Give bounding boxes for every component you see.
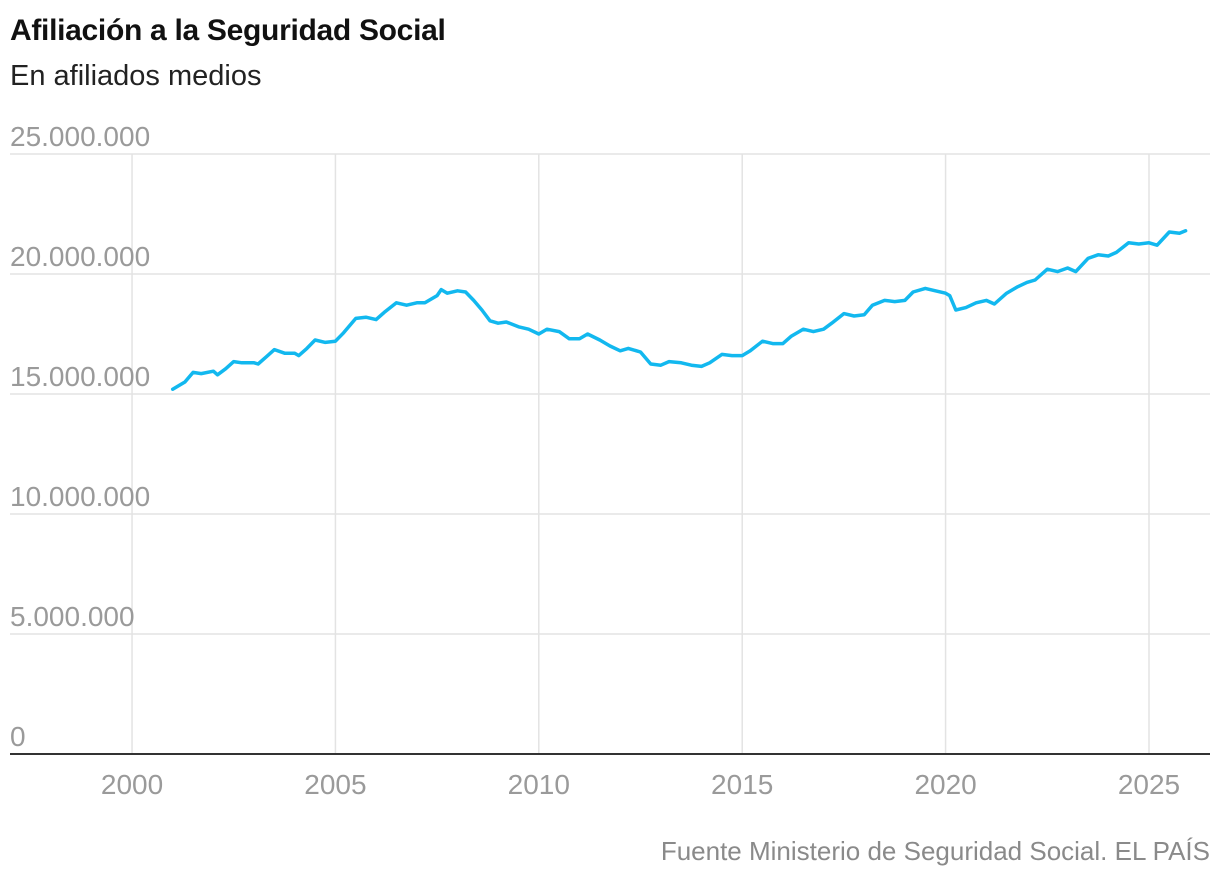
x-tick-label-2025: 2025 (1118, 769, 1180, 800)
x-tick-label-2015: 2015 (711, 769, 773, 800)
x-tick-label-2000: 2000 (101, 769, 163, 800)
series-line-afiliados (170, 229, 1188, 391)
chart-subtitle: En afiliados medios (10, 60, 262, 92)
y-tick-label-25.000.000: 25.000.000 (10, 121, 150, 152)
y-axis-tick-labels: 0 5.000.000 10.000.000 15.000.000 20.000.000… (10, 121, 150, 752)
x-tick-label-2020: 2020 (914, 769, 976, 800)
x-tick-label-2005: 2005 (304, 769, 366, 800)
y-tick-label-10.000.000: 10.000.000 (10, 481, 150, 512)
x-tick-label-2010: 2010 (508, 769, 570, 800)
x-axis-tick-labels: 2000 2005 2010 2015 2020 2025 (101, 769, 1180, 800)
x-gridlines (131, 154, 1150, 754)
y-tick-label-20.000.000: 20.000.000 (10, 241, 150, 272)
chart-title: Afiliación a la Seguridad Social (10, 14, 446, 47)
source-note: Fuente Ministerio de Seguridad Social. E… (660, 836, 1210, 866)
y-tick-label-0: 0 (10, 721, 26, 752)
y-tick-label-15.000.000: 15.000.000 (10, 361, 150, 392)
y-gridlines (10, 153, 1210, 635)
y-tick-label-5.000.000: 5.000.000 (10, 601, 135, 632)
